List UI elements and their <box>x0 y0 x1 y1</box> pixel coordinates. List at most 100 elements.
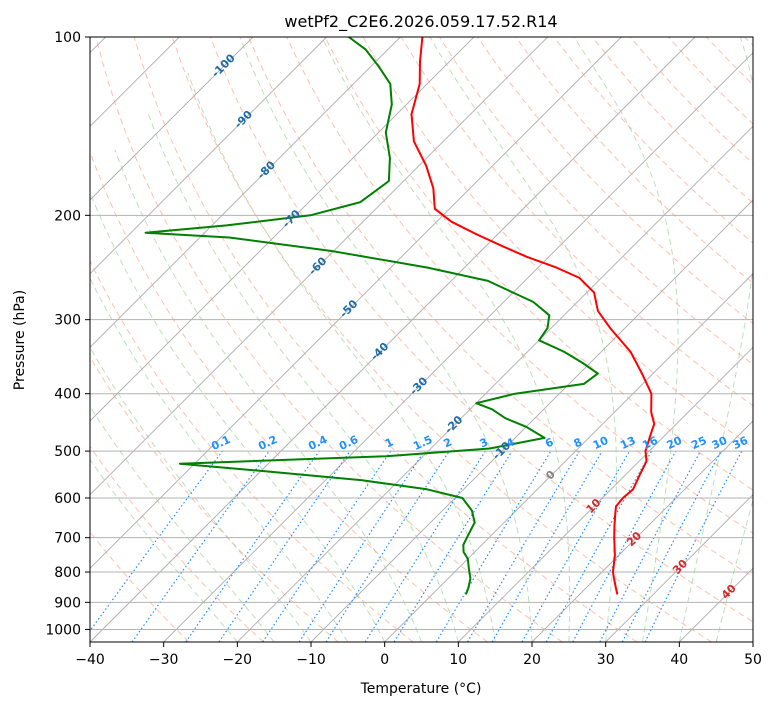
plot-area: 0.1 0.2 0.4 0.6 1 1.5 2 3 4 6 8 10 13 16 20 25 30 36-100-… <box>90 37 753 642</box>
mixing-ratio-label: 1 <box>383 435 395 450</box>
dry-adiabat-line <box>90 259 414 642</box>
dry-adiabat-line <box>668 37 753 125</box>
isotherm-label-warm: 40 <box>719 581 739 601</box>
mixing-ratio-line <box>572 450 677 642</box>
dry-adiabat-line <box>90 150 488 642</box>
isotherm-line <box>90 37 696 642</box>
moist-adiabat-line <box>90 190 386 642</box>
dry-adiabats <box>90 37 753 642</box>
mixing-ratio-line <box>90 450 223 632</box>
y-tick-label: 600 <box>54 491 81 507</box>
moist-adiabat-line <box>752 640 753 642</box>
moist-adiabat-line <box>573 37 679 642</box>
mixing-ratio-label: 8 <box>572 435 584 450</box>
isotherm-label: -80 <box>255 158 278 181</box>
isotherm-line <box>236 125 753 642</box>
mixing-ratio-label: 20 <box>665 434 685 452</box>
mixing-ratio-lines <box>90 450 743 642</box>
x-tick-label: −40 <box>75 652 105 668</box>
x-axis-title: Temperature (°C) <box>360 681 482 697</box>
mixing-ratio-line <box>325 450 450 642</box>
mixing-ratio-label: 0.4 <box>306 433 329 453</box>
isotherm-line <box>90 37 622 570</box>
mixing-ratio-line <box>298 450 425 642</box>
moist-adiabat-line <box>187 72 496 642</box>
moist-adiabat-line <box>239 37 533 642</box>
moist-adiabat-line <box>90 346 312 642</box>
dry-adiabat-line <box>171 37 712 642</box>
moist-adiabat-line <box>90 405 275 642</box>
isotherms <box>90 37 753 642</box>
dry-adiabat-line <box>133 37 638 642</box>
x-tick-label: 10 <box>449 652 467 668</box>
isotherm-line <box>90 37 549 496</box>
isotherm-label-warm: 10 <box>584 496 604 516</box>
y-tick-label: 200 <box>54 208 81 224</box>
dry-adiabat-line <box>90 445 264 642</box>
mixing-ratio-label: 16 <box>640 434 660 452</box>
isotherm-line <box>90 37 401 349</box>
isotherm-line <box>310 199 753 642</box>
y-tick-label: 1000 <box>45 622 81 638</box>
mixing-ratio-line <box>364 450 486 642</box>
y-tick-label: 800 <box>54 565 81 581</box>
moist-adiabat-line <box>321 37 571 642</box>
mixing-ratio-label: 25 <box>689 434 708 452</box>
isotherm-line <box>90 37 328 275</box>
x-tick-label: 50 <box>744 652 762 668</box>
isotherm-line <box>384 272 753 642</box>
x-tick-label: −30 <box>149 652 179 668</box>
isotherm-line <box>678 567 753 642</box>
mixing-ratio-line <box>218 450 351 642</box>
dry-adiabat-line <box>248 37 753 578</box>
mixing-ratio-line <box>262 450 392 642</box>
mixing-ratio-label: 0.6 <box>337 433 360 453</box>
sounding-series <box>144 37 656 595</box>
mixing-ratio-line <box>185 450 320 642</box>
x-tick-label: 20 <box>523 652 541 668</box>
y-axis-title: Pressure (hPa) <box>12 290 28 390</box>
dry-adiabat-line <box>90 531 190 642</box>
dry-adiabat-line <box>286 37 753 534</box>
isotherm-line <box>605 493 753 642</box>
mixing-ratio-line <box>131 450 270 642</box>
mixing-ratio-line <box>435 450 552 642</box>
mixing-ratio-label: 13 <box>618 434 637 452</box>
pressure-gridlines <box>90 37 753 630</box>
x-tick-label: 30 <box>597 652 615 668</box>
dry-adiabat-line <box>210 37 753 623</box>
y-tick-label: 400 <box>54 387 81 403</box>
moist-adiabat-line <box>678 37 753 642</box>
isotherm-line <box>457 346 753 642</box>
mixing-ratio-label: 36 <box>731 434 751 452</box>
y-axis: 1000 900 800 700 600 500 400 300 200 100 <box>45 30 90 638</box>
moist-adiabat-line <box>114 149 422 642</box>
x-tick-label: 0 <box>380 652 389 668</box>
x-tick-label: −10 <box>296 652 326 668</box>
isotherm-line <box>752 641 753 642</box>
mixing-ratio-label: 30 <box>710 434 730 452</box>
moist-adiabat-line <box>90 458 238 642</box>
dry-adiabat-line <box>553 37 753 244</box>
x-tick-label: 40 <box>670 652 688 668</box>
y-tick-label: 300 <box>54 313 81 329</box>
isotherm-line <box>90 37 475 422</box>
plot-frame <box>89 36 754 643</box>
dry-adiabat-line <box>706 37 753 86</box>
mixing-ratio-label: 10 <box>591 434 611 452</box>
y-tick-label: 100 <box>54 30 81 46</box>
mixing-ratio-line <box>521 450 631 642</box>
moist-adiabat-line <box>715 498 753 642</box>
dry-adiabat-line <box>515 37 753 284</box>
y-tick-label: 700 <box>54 531 81 547</box>
mixing-ratio-line <box>393 450 513 642</box>
mixing-ratio-line <box>644 450 743 642</box>
isotherm-label: -20 <box>442 413 465 436</box>
chart-title: wetPf2_C2E6.2026.059.17.52.R14 <box>284 12 557 32</box>
mixing-ratio-label: 0.1 <box>209 433 232 453</box>
isotherm-line <box>531 420 753 642</box>
dry-adiabat-line <box>744 37 753 47</box>
dry-adiabat-line <box>90 356 339 642</box>
moist-adiabat-line <box>90 277 349 642</box>
